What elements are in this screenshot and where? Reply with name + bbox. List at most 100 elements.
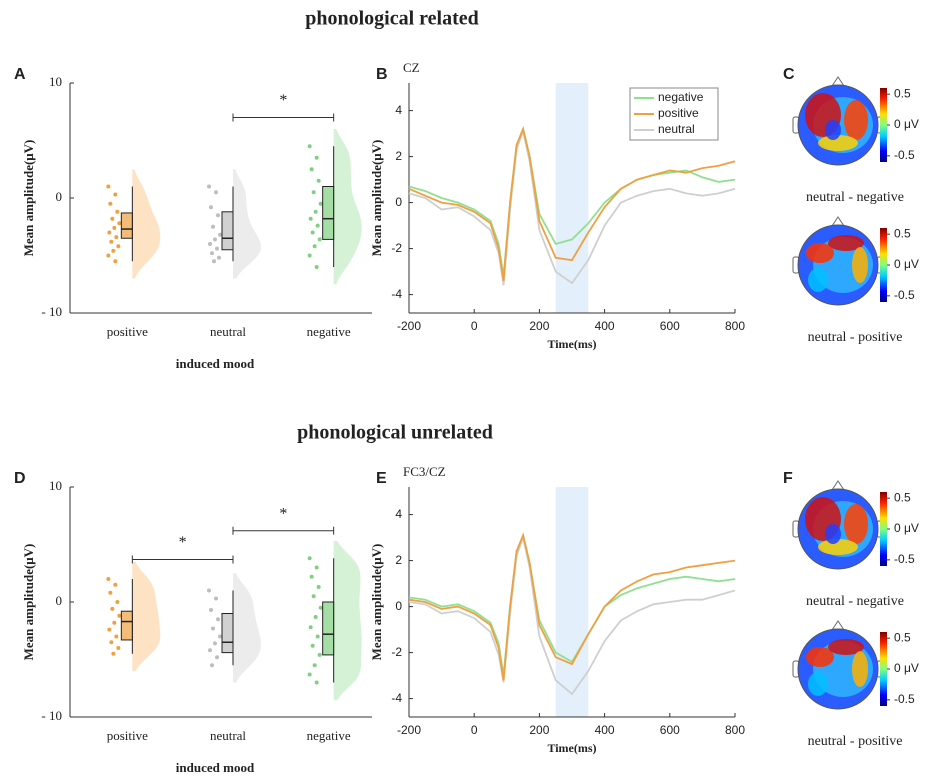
colorbar-label: 0 μV — [894, 117, 919, 131]
data-point — [215, 246, 219, 251]
x-tick-label: positive — [107, 324, 148, 339]
scalp-outline — [797, 224, 879, 306]
colorbar-label: 0 μV — [894, 661, 919, 675]
data-point — [216, 617, 220, 622]
data-point — [315, 223, 320, 228]
data-point — [311, 190, 316, 195]
data-point — [314, 155, 319, 160]
data-point — [307, 672, 312, 677]
data-point — [311, 594, 316, 599]
significance-label: * — [279, 92, 287, 109]
data-point — [318, 605, 323, 610]
data-point — [112, 225, 117, 230]
data-point — [310, 643, 315, 648]
data-point — [211, 224, 215, 229]
data-point — [314, 565, 319, 570]
data-point — [110, 606, 115, 611]
x-tick-label: negative — [307, 728, 351, 743]
scalp-field — [806, 647, 834, 667]
data-point — [217, 255, 221, 260]
data-point — [116, 646, 121, 650]
legend-label: positive — [658, 106, 699, 120]
y-tick-label: -4 — [391, 691, 402, 705]
x-tick-label: 800 — [725, 319, 745, 333]
data-point — [318, 201, 323, 206]
scalp-field — [808, 268, 828, 292]
x-tick-label: -200 — [397, 723, 421, 737]
scalp-field — [828, 235, 864, 251]
colorbar-label: 0 μV — [894, 521, 919, 535]
data-point — [307, 556, 312, 561]
colorbar-label: -0.5 — [894, 148, 915, 162]
data-point — [309, 574, 314, 579]
data-point — [308, 216, 313, 221]
scalp-field — [852, 651, 868, 687]
x-tick-label: -200 — [397, 319, 421, 333]
colorbar-label: 0.5 — [894, 490, 911, 504]
erp-line — [408, 126, 736, 281]
data-point — [314, 265, 319, 269]
data-point — [109, 239, 114, 244]
map-caption: neutral - negative — [806, 190, 904, 205]
y-tick-label: 0 — [395, 195, 402, 209]
data-point — [313, 614, 318, 619]
data-point — [114, 634, 119, 639]
colorbar-label: 0 μV — [894, 257, 919, 271]
x-tick-label: 400 — [595, 723, 615, 737]
data-point — [314, 680, 319, 685]
data-point — [114, 235, 119, 240]
y-tick-label: - 10 — [41, 304, 62, 319]
panel-letter: F — [783, 470, 793, 487]
y-axis-label: Mean amplitude(μV) — [21, 544, 36, 661]
data-point — [210, 663, 214, 668]
density-cloud — [132, 561, 161, 671]
data-point — [111, 248, 116, 253]
x-tick-label: 0 — [471, 319, 478, 333]
data-point — [209, 205, 213, 210]
data-point — [115, 209, 120, 214]
y-tick-label: 4 — [395, 103, 402, 117]
y-axis-label: Mean amplitude(μV) — [369, 544, 384, 661]
analysis-window — [555, 487, 589, 717]
scalp-map — [798, 225, 878, 305]
colorbar-label: 0.5 — [894, 226, 911, 240]
colorbar — [880, 492, 887, 566]
data-point — [313, 209, 318, 214]
density-cloud — [233, 169, 261, 279]
scalp-field — [818, 539, 858, 555]
x-axis-label: induced mood — [176, 760, 255, 775]
colorbar-label: 0.5 — [894, 630, 911, 644]
data-point — [117, 613, 122, 618]
data-point — [215, 655, 219, 660]
significance-label: * — [179, 534, 187, 551]
data-point — [308, 625, 313, 630]
data-point — [106, 577, 111, 581]
y-axis-label: Mean amplitude(μV) — [21, 140, 36, 257]
data-point — [106, 184, 111, 189]
x-tick-label: neutral — [210, 324, 246, 339]
data-point — [111, 651, 116, 656]
box — [322, 601, 335, 656]
scalp-field — [825, 120, 841, 140]
data-point — [307, 144, 312, 149]
data-point — [116, 244, 121, 249]
data-point — [113, 259, 118, 264]
y-axis-label: Mean amplitude(μV) — [369, 140, 384, 257]
data-point — [214, 190, 218, 195]
data-point — [208, 242, 212, 246]
scalp-outline — [797, 628, 879, 710]
erp-line — [408, 126, 736, 277]
density-cloud — [233, 573, 261, 683]
channel-label: FC3/CZ — [403, 464, 446, 479]
data-point — [107, 230, 112, 235]
x-tick-label: neutral — [210, 728, 246, 743]
y-tick-label: -4 — [391, 287, 402, 301]
data-point — [107, 627, 112, 632]
data-point — [115, 600, 120, 604]
y-tick-label: - 10 — [41, 708, 62, 723]
data-point — [210, 251, 214, 256]
x-tick-label: 0 — [471, 723, 478, 737]
data-point — [315, 634, 320, 639]
colorbar — [880, 632, 887, 706]
scalp-map — [798, 85, 878, 165]
